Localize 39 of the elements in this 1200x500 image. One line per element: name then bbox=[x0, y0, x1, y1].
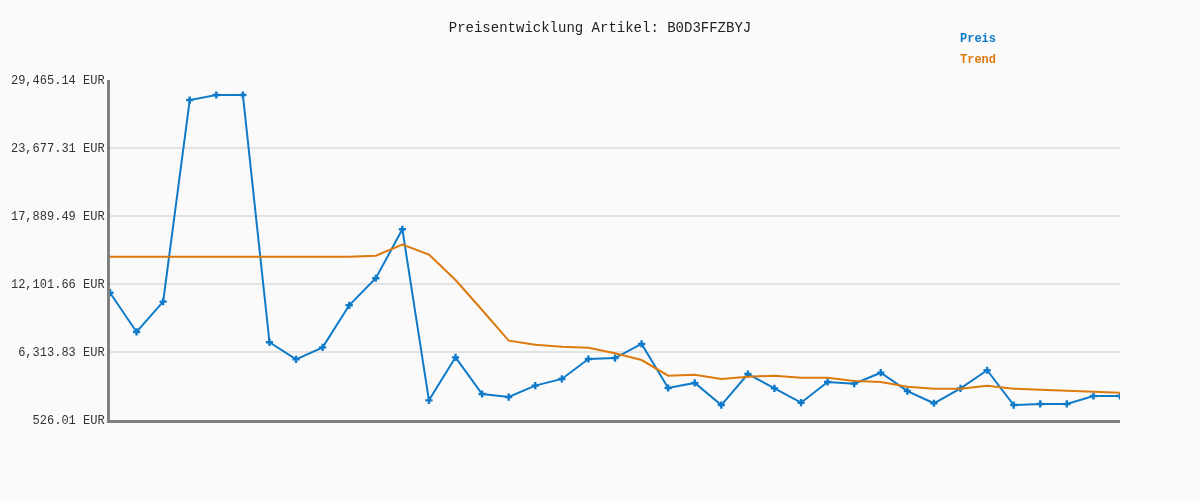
point bbox=[797, 399, 805, 407]
point bbox=[1089, 392, 1098, 400]
point bbox=[1010, 401, 1018, 409]
point bbox=[691, 379, 699, 387]
point bbox=[186, 96, 194, 104]
chart-title: Preisentwicklung Artikel: B0D3FFZBYJ bbox=[448, 20, 752, 37]
y-tick-label: 17,889.49 EUR bbox=[10, 210, 105, 225]
point bbox=[930, 399, 938, 407]
y-tick-label: 526.01 EUR bbox=[32, 414, 105, 429]
point bbox=[159, 298, 167, 306]
point bbox=[478, 390, 486, 398]
point bbox=[637, 340, 646, 348]
y-tick-label: 29,465.14 EUR bbox=[10, 74, 105, 89]
point bbox=[212, 91, 220, 99]
y-tick-label: 23,677.31 EUR bbox=[10, 142, 105, 157]
point bbox=[717, 401, 725, 409]
point bbox=[1036, 400, 1044, 408]
point bbox=[770, 384, 779, 392]
y-tick-label: 12,101.66 EUR bbox=[10, 278, 105, 293]
point bbox=[584, 355, 593, 363]
point bbox=[398, 225, 406, 233]
point bbox=[292, 355, 300, 363]
text: Trend bbox=[960, 53, 997, 67]
point bbox=[1063, 400, 1071, 408]
point bbox=[611, 354, 619, 362]
point bbox=[903, 387, 911, 395]
point bbox=[425, 396, 433, 404]
point bbox=[824, 378, 832, 386]
point bbox=[558, 375, 566, 383]
point bbox=[239, 91, 247, 99]
point bbox=[451, 353, 460, 361]
point bbox=[531, 382, 539, 390]
point bbox=[505, 393, 513, 401]
point bbox=[265, 338, 274, 346]
text: Preis bbox=[960, 32, 997, 46]
point bbox=[664, 384, 672, 392]
point bbox=[132, 328, 141, 336]
point bbox=[319, 343, 327, 351]
y-tick-label: 6,313.83 EUR bbox=[18, 346, 105, 361]
